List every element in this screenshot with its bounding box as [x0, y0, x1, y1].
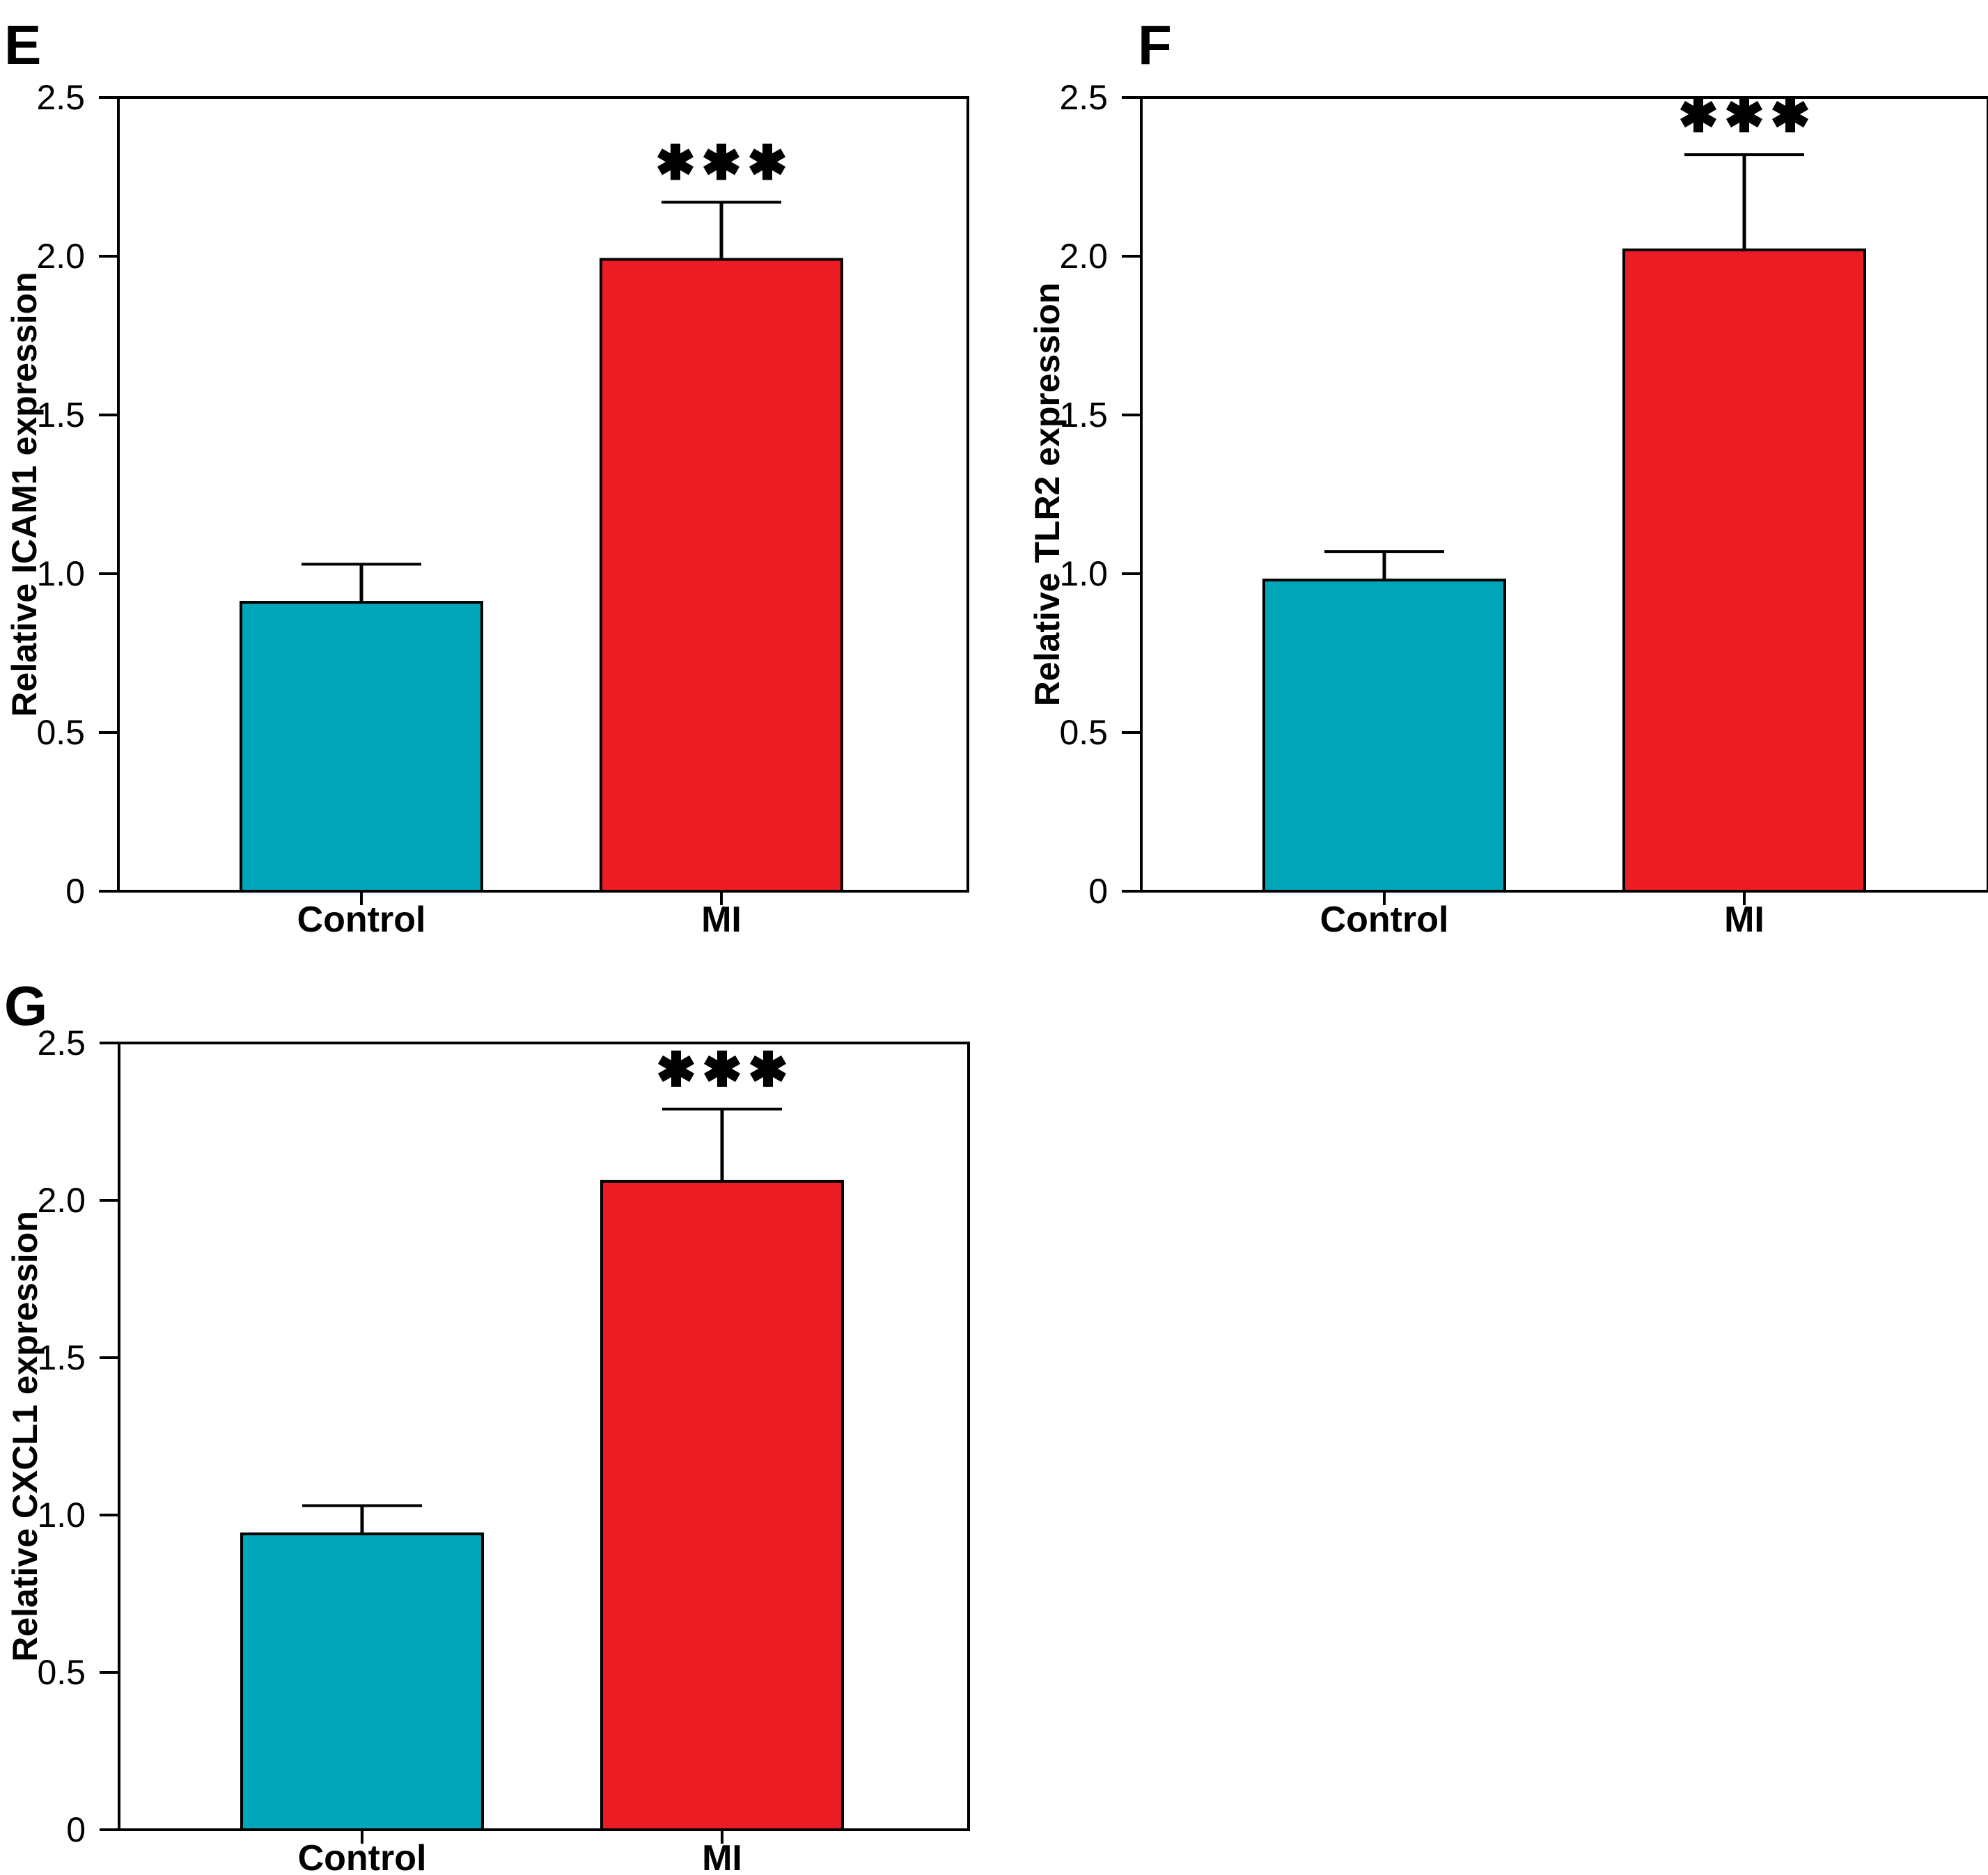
asterisk-icon: [1725, 101, 1763, 128]
y-tick-label: 1.5: [37, 1338, 86, 1377]
x-category-label: Control: [298, 1838, 427, 1875]
x-category-label: Control: [297, 900, 426, 940]
y-tick-label: 1.0: [37, 1496, 86, 1535]
y-tick-label: 2.5: [36, 78, 85, 117]
significance-marker: [1680, 96, 1809, 133]
significance-marker: [657, 143, 786, 180]
y-tick-label: 1.5: [36, 395, 85, 434]
y-tick-label: 2.0: [36, 237, 85, 276]
panel-letter-F: F: [1138, 14, 1172, 76]
asterisk-icon: [703, 1055, 741, 1082]
y-axis-label: Relative TLR2 expression: [1028, 283, 1067, 707]
y-tick-label: 1.5: [1059, 395, 1108, 434]
y-tick-label: 0.5: [37, 1653, 86, 1692]
plot-frame: [1140, 96, 1988, 893]
y-tick-label: 0.5: [36, 713, 85, 752]
y-tick-label: 0: [66, 1810, 86, 1849]
bar-control: [240, 601, 483, 893]
y-tick-label: 0.5: [1059, 713, 1108, 752]
x-category-label: Control: [1320, 900, 1449, 940]
bar-control: [1262, 579, 1506, 893]
asterisk-icon: [1771, 101, 1809, 128]
y-tick-label: 1.0: [1059, 554, 1108, 593]
y-axis-label: Relative ICAM1 expression: [5, 272, 44, 716]
asterisk-icon: [657, 148, 694, 175]
bar-mi: [1622, 248, 1866, 893]
y-tick-label: 2.0: [1059, 237, 1108, 276]
panel-letter-E: E: [4, 14, 41, 76]
x-category-label: MI: [701, 900, 742, 940]
bar-control: [240, 1532, 484, 1832]
y-tick-label: 0: [65, 872, 85, 911]
asterisk-icon: [657, 1055, 695, 1082]
plot-frame: [117, 96, 969, 893]
y-tick-label: 2.5: [37, 1023, 86, 1062]
significance-marker: [657, 1050, 787, 1087]
asterisk-icon: [749, 148, 786, 175]
chart-panel-E: E 0 0.5 1.0 1.5 2.0 2.5 Relative ICAM1 expressi…: [4, 14, 969, 940]
y-tick-label: 1.0: [36, 554, 85, 593]
chart-panel-G: G 0 0.5 1.0 1.5 2.0 2.5 Relative CXCL1 expressi…: [4, 975, 970, 1875]
y-tick-label: 0: [1088, 872, 1108, 911]
panel-letter-G: G: [4, 975, 47, 1037]
bar-mi: [600, 258, 843, 893]
x-category-label: MI: [1724, 900, 1764, 940]
y-tick-label: 2.0: [37, 1181, 86, 1220]
bar-mi: [600, 1179, 844, 1831]
y-axis-label: Relative CXCL1 expression: [6, 1211, 45, 1662]
asterisk-icon: [1680, 101, 1717, 128]
plot-frame: [118, 1042, 970, 1831]
y-tick-label: 2.5: [1059, 78, 1108, 117]
chart-panel-F: F 0 0.5 1.0 1.5 2.0 2.5 Relative TLR2 expressio…: [1028, 14, 1988, 940]
asterisk-icon: [749, 1055, 787, 1082]
x-category-label: MI: [702, 1838, 742, 1875]
asterisk-icon: [703, 148, 740, 175]
